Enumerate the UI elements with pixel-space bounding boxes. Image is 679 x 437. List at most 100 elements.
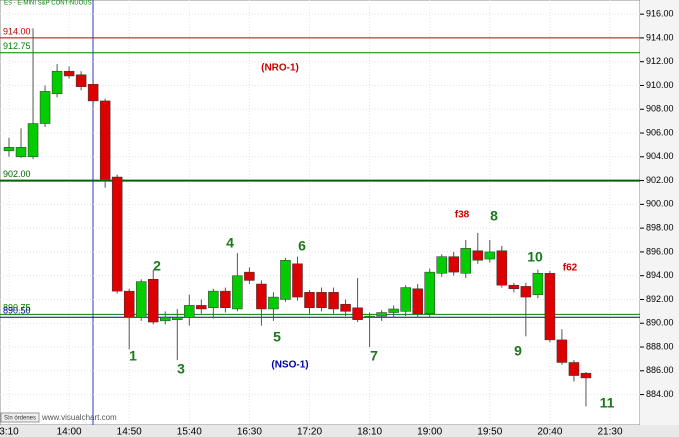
y-axis-panel: [640, 0, 679, 437]
candle-body: [328, 292, 339, 310]
annotation: (NRO-1): [261, 63, 299, 74]
candle-body: [99, 100, 111, 180]
candle-body: [304, 292, 315, 309]
annotation: 8: [490, 208, 498, 224]
annotation: f38: [455, 210, 470, 221]
annotation: 6: [298, 238, 306, 254]
candle-body: [460, 248, 472, 274]
x-tick-label: 16:30: [237, 427, 262, 437]
candle-body: [412, 288, 423, 314]
candle-body: [400, 287, 411, 312]
candle-body: [544, 273, 556, 341]
y-tick-label: 884.00: [646, 389, 674, 399]
candle-body: [196, 305, 207, 310]
candle-body: [520, 286, 532, 298]
candle-body: [256, 283, 267, 310]
annotation: 10: [527, 249, 543, 265]
candle-body: [388, 308, 399, 313]
status: Sin órdenes: [4, 416, 36, 422]
annotation: 5: [273, 329, 281, 345]
x-tick-label: 19:50: [477, 427, 502, 437]
y-tick-label: 898.00: [646, 223, 674, 233]
candle-body: [580, 372, 592, 379]
candle-body: [220, 290, 231, 309]
x-axis-panel: [0, 425, 679, 437]
y-tick-label: 908.00: [646, 104, 674, 114]
candle-body: [3, 147, 15, 152]
candle-body: [352, 307, 363, 320]
candle-body: [232, 275, 243, 310]
candle-body: [340, 303, 351, 312]
y-tick-label: 886.00: [646, 365, 674, 375]
y-tick-label: 894.00: [646, 270, 674, 280]
candle-body: [208, 290, 219, 309]
x-tick-label: 15:40: [177, 427, 202, 437]
y-tick-label: 892.00: [646, 294, 674, 304]
x-tick-label: 21:30: [597, 427, 622, 437]
level-label: 912.75: [3, 41, 31, 51]
candle-body: [160, 317, 171, 322]
status-box: [0, 412, 40, 423]
y-tick-label: 914.00: [646, 32, 674, 42]
candle-body: [147, 279, 159, 323]
candle-body: [15, 147, 27, 158]
candle-body: [244, 271, 255, 281]
candle-body: [556, 339, 568, 363]
y-tick-label: 896.00: [646, 246, 674, 256]
level-label: 890.75: [3, 303, 31, 313]
candle-body: [532, 273, 544, 295]
candle-body: [184, 305, 195, 318]
candle-body: [63, 70, 75, 77]
y-tick-label: 890.00: [646, 318, 674, 328]
x-tick-label: 3:10: [0, 427, 19, 437]
y-tick-label: 906.00: [646, 127, 674, 137]
candle-body: [135, 281, 147, 318]
annotation: (NSO-1): [271, 360, 308, 371]
level-label: 902.00: [3, 169, 31, 179]
y-tick-label: 888.00: [646, 341, 674, 351]
candle-body: [448, 256, 459, 273]
x-tick-label: 19:00: [417, 427, 442, 437]
candle-body: [484, 251, 496, 260]
candle-body: [27, 123, 39, 158]
candle-body: [316, 292, 327, 309]
annotation: 11: [600, 395, 615, 411]
y-tick-label: 912.00: [646, 56, 674, 66]
x-tick-label: 14:50: [117, 427, 142, 437]
candle-body: [568, 362, 580, 376]
candle-body: [111, 176, 123, 292]
candle-body: [376, 312, 387, 317]
candle-body: [496, 250, 508, 286]
candle-body: [424, 271, 435, 314]
y-tick-label: 910.00: [646, 80, 674, 90]
level-label: 890.50: [3, 306, 31, 316]
candle-body: [436, 256, 447, 274]
x-tick-label: 18:10: [357, 427, 382, 437]
annotation: 1: [129, 348, 137, 364]
x-tick-label: 14:00: [57, 427, 82, 437]
candle-body: [268, 296, 279, 310]
candle-body: [75, 74, 87, 87]
annotation: 3: [177, 361, 185, 377]
level-label: 914.00: [3, 26, 31, 36]
candle-body: [280, 259, 291, 300]
annotation: 7: [370, 348, 378, 364]
candle-body: [87, 84, 99, 102]
y-tick-label: 902.00: [646, 175, 674, 185]
candle-body: [508, 284, 520, 290]
watermark: www.visualchart.com: [41, 413, 117, 422]
annotation: f62: [563, 263, 578, 274]
header: ES - E-MINI S&P CONTINUOUS: [4, 1, 92, 7]
candle-body: [51, 70, 63, 95]
x-tick-label: 20:40: [537, 427, 562, 437]
annotation: 4: [226, 235, 234, 251]
x-tick-label: 17:20: [297, 427, 322, 437]
plot-area: [0, 0, 641, 426]
candle-body: [172, 317, 183, 320]
y-tick-label: 916.00: [646, 9, 674, 19]
candle-body: [39, 91, 51, 124]
y-tick-label: 900.00: [646, 199, 674, 209]
candle-body: [364, 315, 375, 318]
annotation: 9: [514, 343, 522, 359]
